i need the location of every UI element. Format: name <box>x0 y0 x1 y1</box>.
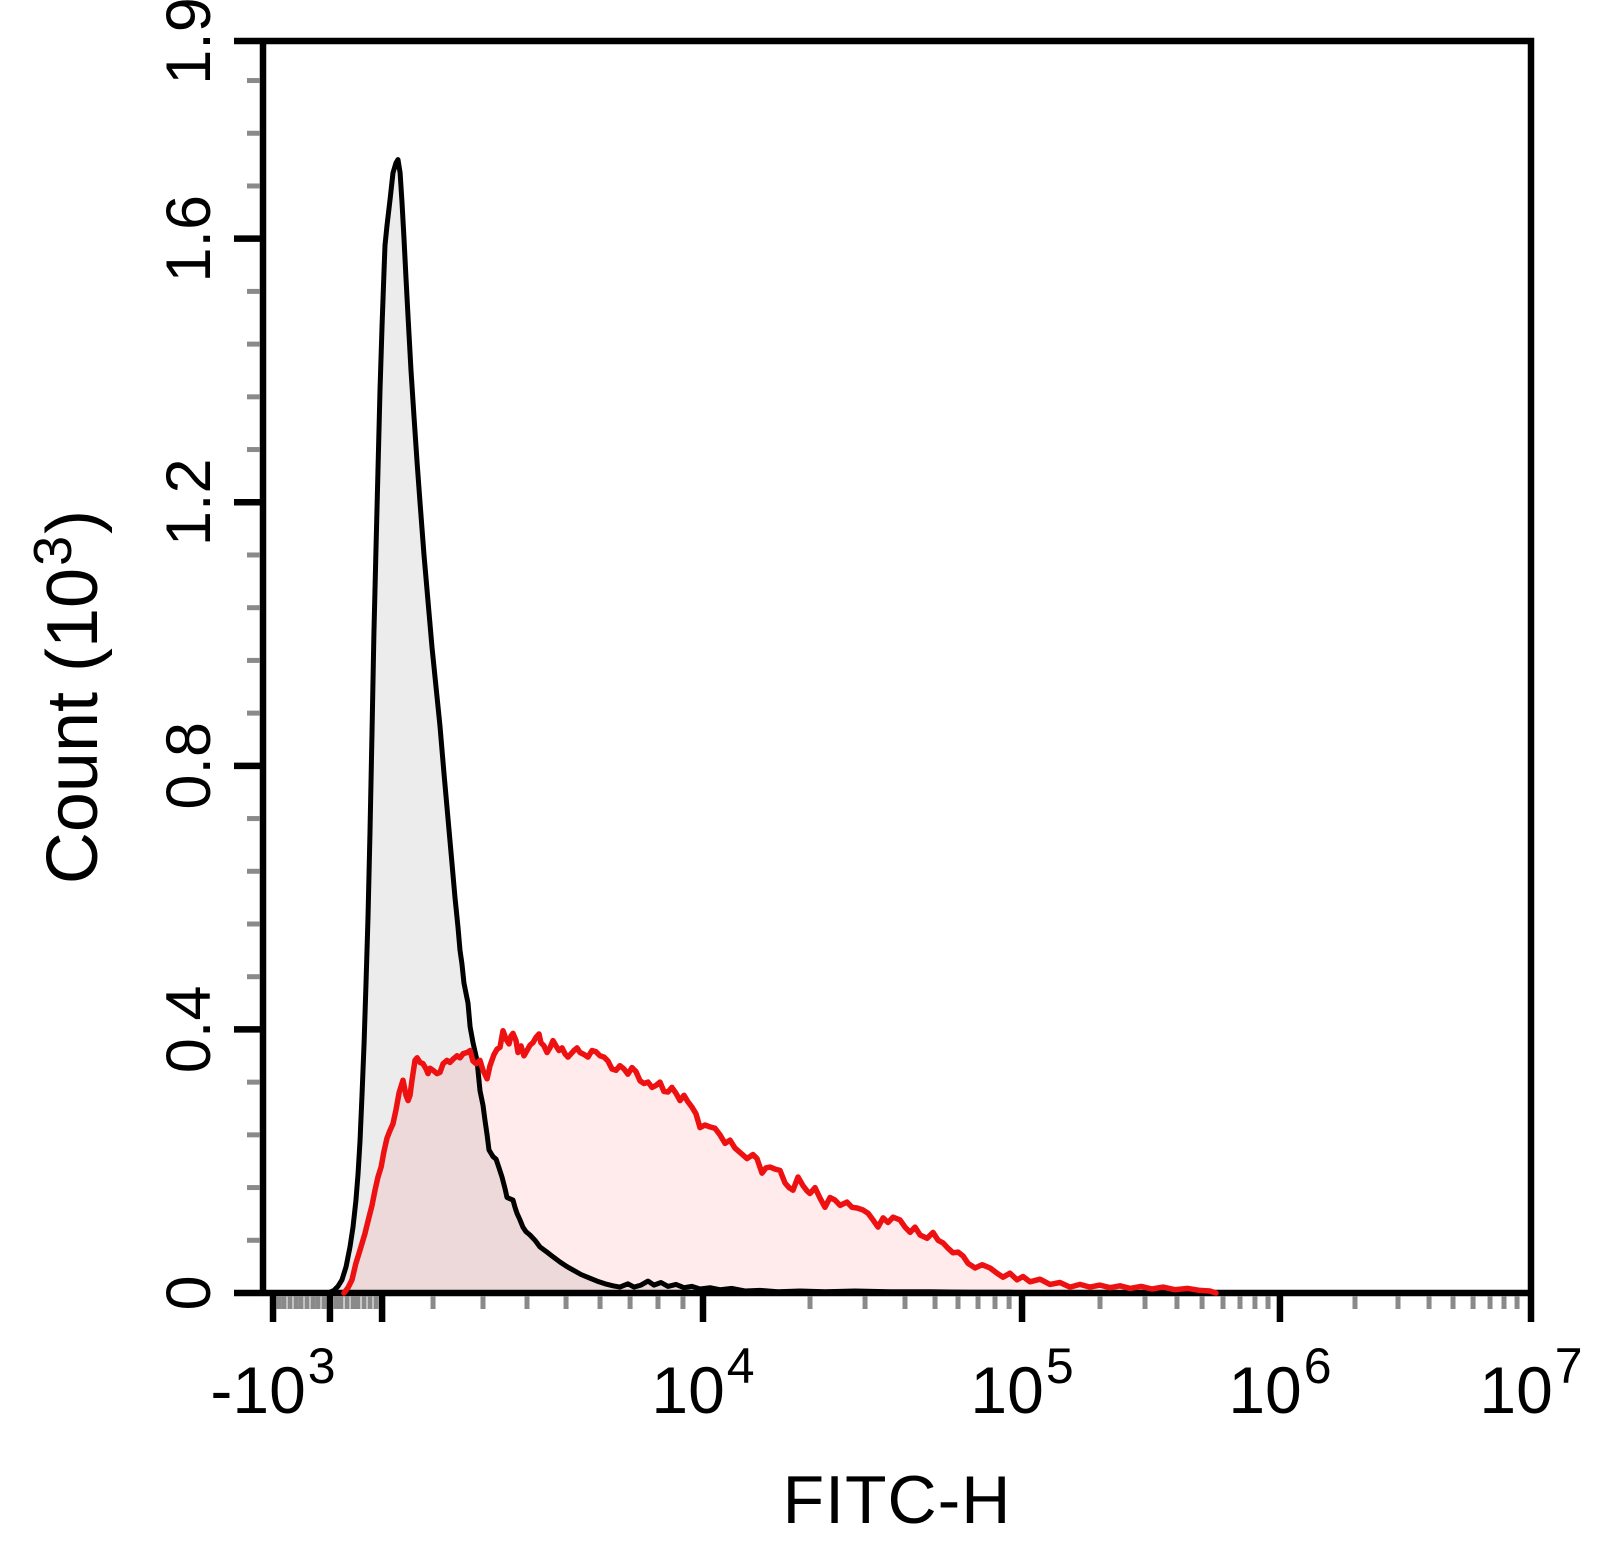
y-tick-label: 1.6 <box>154 195 224 283</box>
red-histogram-curve <box>341 1027 1219 1296</box>
y-tick-label: 0 <box>154 1275 224 1310</box>
x-tick-label: 105 <box>970 1338 1073 1427</box>
x-tick-label: 104 <box>651 1338 754 1427</box>
y-tick-label: 0.4 <box>154 986 224 1074</box>
x-tick-label: 106 <box>1228 1338 1331 1427</box>
y-tick-label: 1.2 <box>154 459 224 547</box>
x-axis-title: FITC-H <box>782 1462 1012 1538</box>
y-tick-label: 0.8 <box>154 722 224 810</box>
black-histogram-fill <box>320 159 1026 1294</box>
black-histogram-curve <box>317 157 1028 1296</box>
y-tick-label: 1.9 <box>154 0 224 85</box>
red-histogram-fill <box>344 1030 1216 1293</box>
y-axis-ticks <box>234 37 260 1297</box>
y-axis-title: Count (103) <box>23 510 113 884</box>
x-tick-label: 107 <box>1479 1338 1582 1427</box>
x-axis-ticks <box>269 1296 1535 1322</box>
x-tick-label: -103 <box>210 1338 335 1427</box>
